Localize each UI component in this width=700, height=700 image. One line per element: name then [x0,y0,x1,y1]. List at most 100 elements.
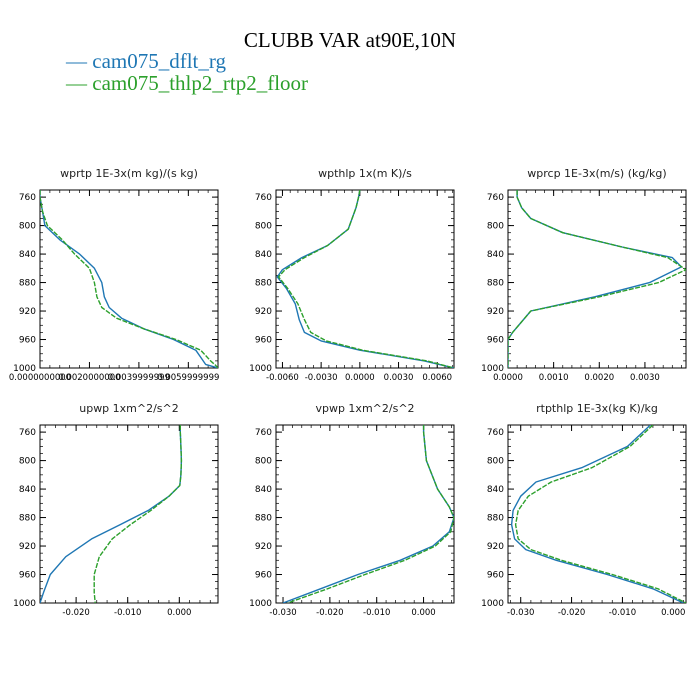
x-tick-label: -0.020 [558,608,585,618]
y-tick-label: 880 [19,279,36,289]
panel-title: rtpthlp 1E-3x(kg K)/kg [536,402,658,415]
x-tick-label: 0.0010 [539,373,569,383]
y-tick-label: 800 [255,457,272,467]
y-tick-label: 800 [487,222,504,232]
panel-4: upwp 1xm^2/s^2 760 800 840 880 920 960 1000 -0.0… [13,402,219,618]
x-tick-label: 0.0039999999 [108,373,170,383]
y-tick-label: 1000 [481,364,504,374]
x-tick-label: -0.020 [62,608,89,618]
x-tick-label: 0.0000 [345,373,375,383]
x-tick-label: -0.030 [269,608,296,618]
y-tick-label: 760 [19,193,36,203]
legend-line-dflt-rg: — [66,49,93,73]
panel-2: wpthlp 1x(m K)/s7608008408809209601000-0… [249,167,455,383]
y-tick-label: 760 [255,428,272,438]
plot-frame [39,424,219,604]
plot-frame [39,189,219,369]
legend-label-dflt-rg: cam075_dflt_rg [92,49,227,73]
y-tick-label: 880 [19,514,36,524]
panel-6: rtpthlp 1E-3x(kg K)/kg 760 800 840 880 920 960… [481,402,687,618]
x-tick-label: 0.0000 [493,373,523,383]
y-tick-label: 840 [19,250,36,260]
y-tick-label: 1000 [13,599,36,609]
panel-1: wprtp 1E-3x(m kg)/(s kg) 760 800 840 880 920 9… [9,167,220,383]
x-tick-label: 0.0060 [422,373,452,383]
y-tick-label: 880 [255,514,272,524]
x-tick-label: -0.010 [114,608,141,618]
y-tick-label: 960 [255,336,272,346]
y-tick-label: 760 [19,428,36,438]
y-tick-label: 760 [487,428,504,438]
legend-item-thlp2-floor: — cam075_thlp2_rtp2_floor [66,72,308,94]
x-tick-label: 0.0030 [630,373,660,383]
x-tick-label: -0.020 [316,608,343,618]
y-tick-label: 960 [19,336,36,346]
y-tick-label: 800 [255,222,272,232]
y-tick-label: 1000 [249,599,272,609]
y-tick-label: 880 [487,279,504,289]
x-tick-label: -0.010 [609,608,636,618]
plot-frame [507,189,687,369]
y-tick-label: 800 [19,222,36,232]
y-tick-label: 880 [255,279,272,289]
y-tick-label: 840 [255,485,272,495]
y-tick-label: 800 [19,457,36,467]
y-tick-label: 1000 [481,599,504,609]
y-tick-label: 880 [487,514,504,524]
series-line-dflt-rg [282,425,454,603]
x-tick-label: -0.030 [507,608,534,618]
series-line-dflt-rg [508,190,683,368]
plot-frame [275,424,455,604]
series-line-thlp2-floor [514,425,686,603]
y-tick-label: 920 [255,542,272,552]
panel-5: vpwp 1xm^2/s^27608008408809209601000-0.0… [249,402,455,618]
y-tick-label: 840 [487,250,504,260]
panel-title: vpwp 1xm^2/s^2 [315,402,414,415]
plot-frame [275,189,455,369]
series-line-thlp2-floor [287,425,454,603]
legend-line-thlp2-floor: — [66,71,93,95]
panel-3: wprcp 1E-3x(m/s) (kg/kg) 760 800 840 880 920 9… [481,167,687,383]
y-tick-label: 920 [255,307,272,317]
y-tick-label: 1000 [13,364,36,374]
series-line-dflt-rg [276,190,454,368]
panel-title: wpthlp 1x(m K)/s [318,167,412,180]
x-tick-label: -0.010 [363,608,390,618]
y-tick-label: 960 [19,571,36,581]
y-tick-label: 840 [255,250,272,260]
y-tick-label: 920 [487,307,504,317]
figure-title: CLUBB VAR at90E,10N [243,28,457,52]
series-line-dflt-rg [40,190,218,368]
series-line-thlp2-floor [277,190,454,368]
x-tick-label: 0.0030 [384,373,414,383]
y-tick-label: 840 [487,485,504,495]
x-tick-label: 0.0059999999 [157,373,219,383]
y-tick-label: 760 [255,193,272,203]
y-tick-label: 920 [19,307,36,317]
panel-title: wprtp 1E-3x(m kg)/(s kg) [60,167,198,180]
y-tick-label: 960 [255,571,272,581]
legend-label-thlp2-floor: cam075_thlp2_rtp2_floor [92,71,309,95]
y-tick-label: 960 [487,336,504,346]
series-line-thlp2-floor [40,190,218,368]
x-tick-label: -0.0030 [305,373,338,383]
y-tick-label: 920 [19,542,36,552]
x-tick-label: 0.0000000000 [9,373,71,383]
x-tick-label: 0.000 [167,608,191,618]
y-tick-label: 840 [19,485,36,495]
series-line-dflt-rg [510,425,684,603]
x-tick-label: -0.0060 [266,373,299,383]
series-line-thlp2-floor [508,190,686,368]
panel-title: upwp 1xm^2/s^2 [79,402,179,415]
y-tick-label: 960 [487,571,504,581]
y-tick-label: 1000 [249,364,272,374]
y-tick-label: 760 [487,193,504,203]
legend: — cam075_dflt_rg — cam075_thlp2_rtp2_flo… [66,50,308,94]
panel-title: wprcp 1E-3x(m/s) (kg/kg) [527,167,666,180]
x-tick-label: 0.0020000000 [58,373,120,383]
series-line-thlp2-floor [93,425,183,603]
y-tick-label: 920 [487,542,504,552]
x-tick-label: 0.000 [411,608,435,618]
y-tick-label: 800 [487,457,504,467]
